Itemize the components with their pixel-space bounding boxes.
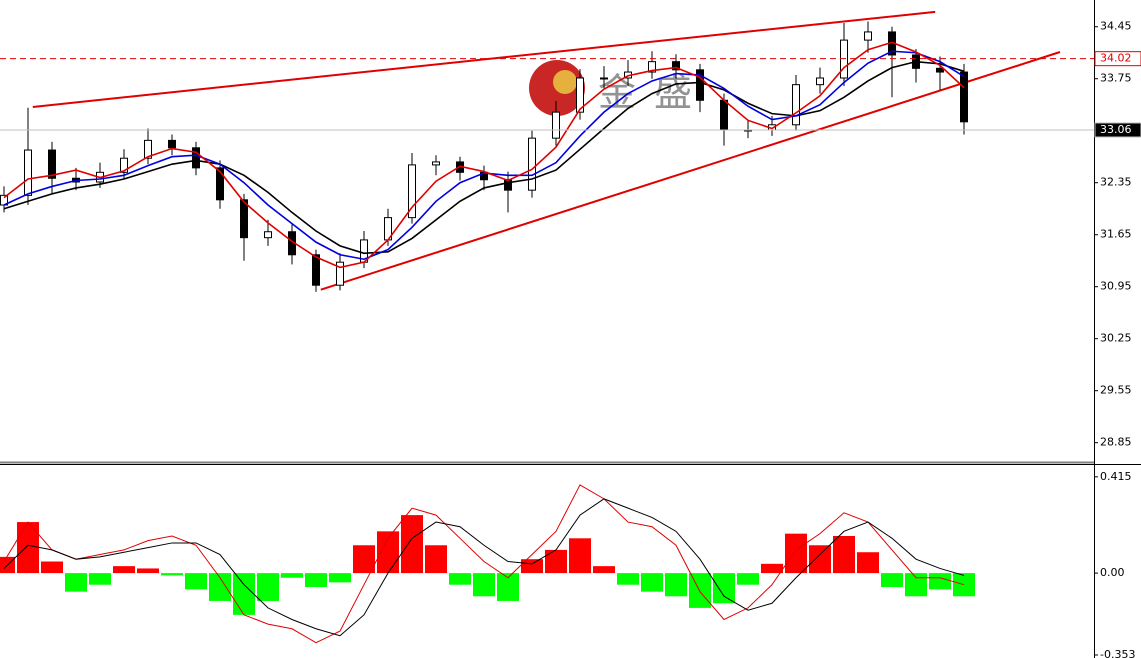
histogram-bar — [881, 573, 903, 588]
moving-average — [3, 60, 965, 255]
histogram-bar — [713, 573, 735, 604]
candle-body — [672, 61, 680, 71]
y-tick-label: 31.65 — [1100, 228, 1132, 241]
histogram-bar — [521, 559, 543, 574]
candle-body — [408, 164, 416, 219]
candle-body — [168, 139, 176, 149]
histogram-bar — [497, 573, 519, 601]
watermark-logo — [553, 70, 577, 94]
histogram-bar — [545, 549, 567, 574]
price-label-box — [1094, 122, 1141, 138]
candle-body — [432, 161, 440, 166]
histogram-bar — [377, 531, 399, 574]
price-label: 34.02 — [1100, 52, 1132, 65]
histogram-bar — [89, 573, 111, 585]
moving-average — [3, 50, 965, 261]
histogram-bar — [857, 552, 879, 574]
histogram-bar — [281, 573, 303, 578]
candle-body — [120, 157, 128, 173]
macd-line — [3, 484, 965, 644]
histogram-bar — [17, 522, 39, 574]
candle-body — [192, 147, 200, 169]
histogram-bar — [833, 535, 855, 574]
candle-body — [48, 149, 56, 179]
trend-line — [320, 51, 1061, 291]
candle-body — [792, 84, 800, 126]
histogram-bar — [329, 573, 351, 583]
price-panel: 金盛 — [0, 10, 1061, 292]
histogram-bar — [569, 538, 591, 574]
candle-body — [696, 69, 704, 101]
candle-body — [960, 71, 968, 123]
histogram-bar — [617, 573, 639, 585]
price-label-box — [1094, 51, 1141, 67]
y-tick-label: 33.75 — [1100, 72, 1132, 85]
y-tick-label: 28.85 — [1100, 436, 1132, 449]
candle-body — [648, 61, 656, 73]
histogram-bar — [449, 573, 471, 585]
histogram-bar — [401, 515, 423, 574]
y-tick-label: -0.353 — [1100, 648, 1135, 658]
moving-average — [3, 41, 965, 269]
trend-line — [32, 10, 936, 108]
histogram-bar — [65, 573, 87, 592]
y-tick-label: 34.45 — [1100, 20, 1132, 33]
histogram-bar — [137, 568, 159, 574]
y-tick-label: 29.55 — [1100, 384, 1132, 397]
y-tick-label: 0.00 — [1100, 566, 1125, 579]
candle-body — [936, 67, 944, 73]
y-tick-label: 30.25 — [1100, 332, 1132, 345]
histogram-bar — [593, 566, 615, 574]
histogram-bar — [905, 573, 927, 597]
histogram-bar — [473, 573, 495, 597]
histogram-bar — [113, 566, 135, 574]
histogram-bar — [737, 573, 759, 585]
candle-body — [312, 254, 320, 286]
candle-body — [576, 77, 584, 113]
candle-body — [264, 231, 272, 239]
y-tick-label: 30.95 — [1100, 280, 1132, 293]
histogram-bar — [257, 573, 279, 601]
candle-body — [600, 77, 608, 80]
histogram-bar — [353, 545, 375, 574]
histogram-bar — [929, 573, 951, 590]
histogram-bar — [689, 573, 711, 608]
candle-body — [720, 99, 728, 131]
histogram-bar — [761, 563, 783, 574]
histogram-bar — [809, 545, 831, 574]
y-tick-label: 32.35 — [1100, 176, 1132, 189]
y-tick-label: 0.415 — [1100, 470, 1132, 483]
candle-body — [816, 77, 824, 86]
histogram-bar — [641, 573, 663, 592]
histogram-bar — [785, 533, 807, 574]
candle-body — [144, 139, 152, 159]
candle-body — [24, 149, 32, 196]
macd-line — [3, 498, 965, 637]
histogram-bar — [185, 573, 207, 590]
histogram-bar — [233, 573, 255, 615]
histogram-bar — [665, 573, 687, 597]
histogram-bar — [41, 561, 63, 574]
candle-body — [864, 31, 872, 41]
histogram-bar — [161, 573, 183, 576]
histogram-bar — [305, 573, 327, 588]
candle-body — [528, 137, 536, 191]
candle-body — [336, 261, 344, 286]
candle-body — [216, 167, 224, 201]
histogram-bar — [209, 573, 231, 601]
candle-body — [552, 111, 560, 139]
candle-body — [240, 199, 248, 239]
histogram-bar — [425, 545, 447, 574]
price-label: 33.06 — [1100, 123, 1132, 136]
